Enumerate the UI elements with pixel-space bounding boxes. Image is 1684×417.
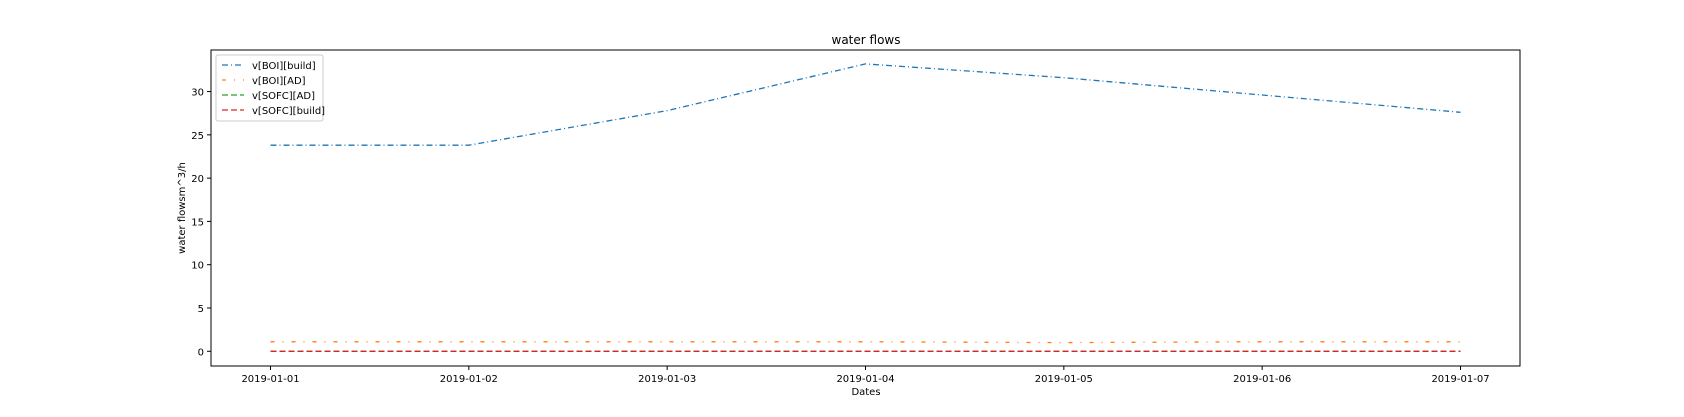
y-tick-label: 15 [191, 217, 204, 228]
legend: v[BOI][build] v[BOI][AD] v[SOFC][AD] v[SOFC… [215, 54, 325, 122]
y-tick-label: 30 [191, 88, 204, 99]
x-tick-label: 2019-01-06 [1233, 374, 1291, 385]
x-axis: 2019-01-01 2019-01-02 2019-01-03 2019-01-04… [241, 366, 1490, 385]
chart-title: water flows [832, 33, 901, 47]
y-tick-label: 25 [191, 131, 204, 142]
y-tick-label: 20 [191, 174, 204, 185]
x-tick-label: 2019-01-03 [638, 374, 696, 385]
y-tick-label: 10 [191, 261, 204, 272]
series-line-0 [270, 63, 1461, 146]
plot-frame [210, 49, 1521, 367]
legend-label-1: v[BOI][AD] [252, 76, 306, 87]
legend-box [215, 54, 324, 122]
x-tick-label: 2019-01-07 [1431, 374, 1489, 385]
x-tick-label: 2019-01-01 [241, 374, 299, 385]
legend-label-3: v[SOFC][build] [252, 106, 325, 117]
y-axis: 0 5 10 15 20 25 30 [191, 88, 211, 358]
x-tick-label: 2019-01-05 [1035, 374, 1093, 385]
x-tick-label: 2019-01-02 [440, 374, 498, 385]
x-axis-label: Dates [851, 387, 880, 398]
y-tick-label: 5 [198, 304, 204, 315]
y-tick-label: 0 [198, 347, 204, 358]
series-lines [270, 63, 1461, 352]
legend-label-0: v[BOI][build] [252, 61, 316, 72]
x-tick-label: 2019-01-04 [836, 374, 894, 385]
y-axis-label: water flowsm^3/h [177, 162, 188, 254]
legend-label-2: v[SOFC][AD] [252, 91, 315, 102]
